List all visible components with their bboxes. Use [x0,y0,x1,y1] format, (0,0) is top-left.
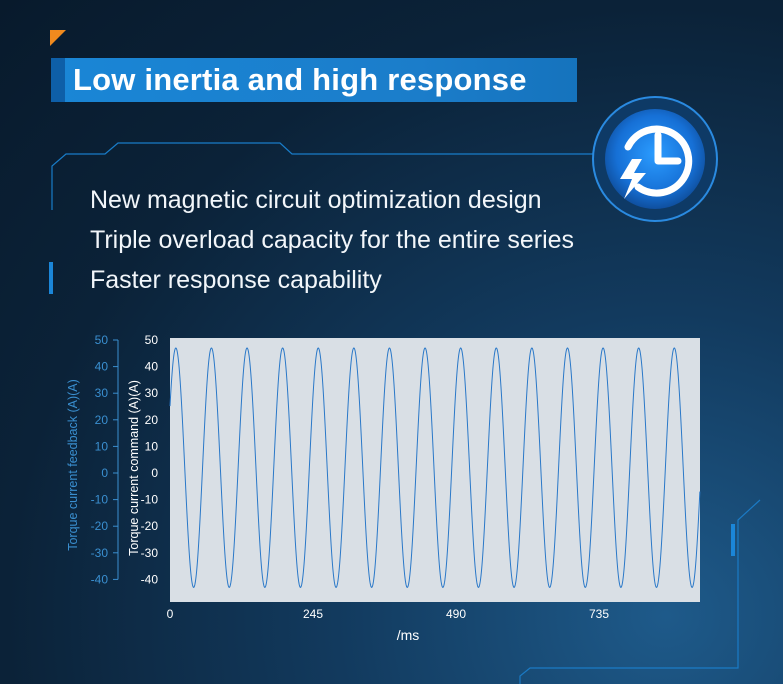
y-tick-label-command: 50 [145,333,159,347]
y-axis-title-command: Torque current command (A)(A) [127,380,141,556]
y-tick-label-feedback: 20 [95,413,109,427]
y-tick-label-feedback: -30 [91,546,109,560]
feature-item-2: Triple overload capacity for the entire … [90,226,575,254]
x-tick-label: 490 [446,607,466,621]
title-bar: Low inertia and high response [51,58,577,102]
y-tick-label-feedback: -20 [91,519,109,533]
y-tick-label-command: -30 [141,546,159,560]
feature-item-3: Faster response capability [90,266,382,294]
y-tick-label-command: 30 [145,386,159,400]
plot-area [170,338,700,602]
y-tick-label-command: 0 [151,466,158,480]
corner-mark [50,30,66,46]
y-tick-label-command: -20 [141,519,159,533]
y-tick-label-feedback: 50 [95,333,109,347]
y-tick-label-command: -10 [141,493,159,507]
clock-lightning-icon [592,96,718,222]
y-tick-label-feedback: 30 [95,386,109,400]
right-edge-marker [731,524,735,556]
y-tick-label-feedback: 40 [95,360,109,374]
page-title: Low inertia and high response [73,62,527,97]
y-tick-label-feedback: 10 [95,439,109,453]
y-tick-label-command: -40 [141,572,159,586]
y-axis-title-feedback: Torque current feedback (A)(A) [66,379,80,551]
x-tick-label: 245 [303,607,323,621]
left-edge-marker [49,262,53,294]
series-line-torque [169,347,701,588]
y-tick-label-command: 20 [145,413,159,427]
x-tick-label: 735 [589,607,609,621]
x-axis-title: /ms [397,627,420,643]
y-tick-label-feedback: 0 [101,466,108,480]
feature-item-1: New magnetic circuit optimization design [90,186,542,214]
y-tick-label-feedback: -10 [91,493,109,507]
y-tick-label-feedback: -40 [91,572,109,586]
x-tick-label: 0 [167,607,174,621]
y-tick-label-command: 10 [145,439,159,453]
title-accent [51,58,65,102]
y-tick-label-command: 40 [145,360,159,374]
feature-list: New magnetic circuit optimization design… [90,180,574,300]
